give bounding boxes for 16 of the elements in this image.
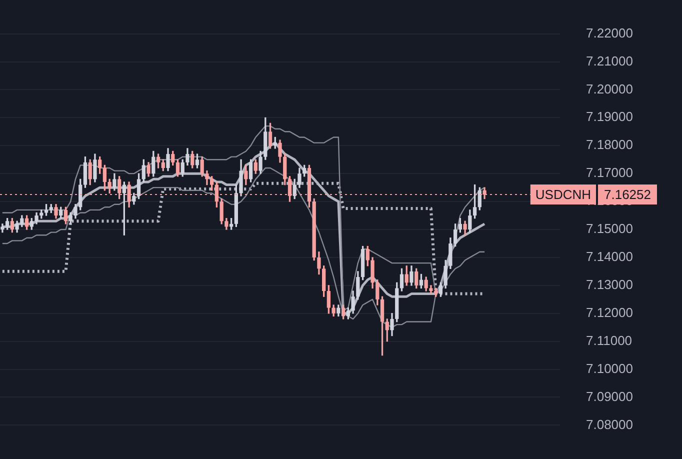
y-tick-label: 7.08000 <box>586 416 633 432</box>
y-tick-label: 7.11000 <box>586 332 632 348</box>
y-tick-label: 7.14000 <box>586 249 633 264</box>
y-tick-label: 7.20000 <box>586 81 633 96</box>
y-tick-label: 7.22000 <box>586 25 633 40</box>
y-tick-label: 7.19000 <box>586 109 633 124</box>
ref-line-label: USDCNH <box>535 187 592 202</box>
y-tick-label: 7.09000 <box>586 388 633 404</box>
y-tick-label: 7.15000 <box>586 221 633 236</box>
y-tick-label: 7.13000 <box>586 276 633 292</box>
text: 7.16252 <box>604 187 651 202</box>
y-tick-label: 7.18000 <box>586 137 633 152</box>
y-tick-label: 7.10000 <box>586 360 633 376</box>
y-tick-label: 7.12000 <box>586 304 633 320</box>
y-tick-label: 7.17000 <box>586 165 633 180</box>
y-tick-label: 7.21000 <box>586 53 633 68</box>
